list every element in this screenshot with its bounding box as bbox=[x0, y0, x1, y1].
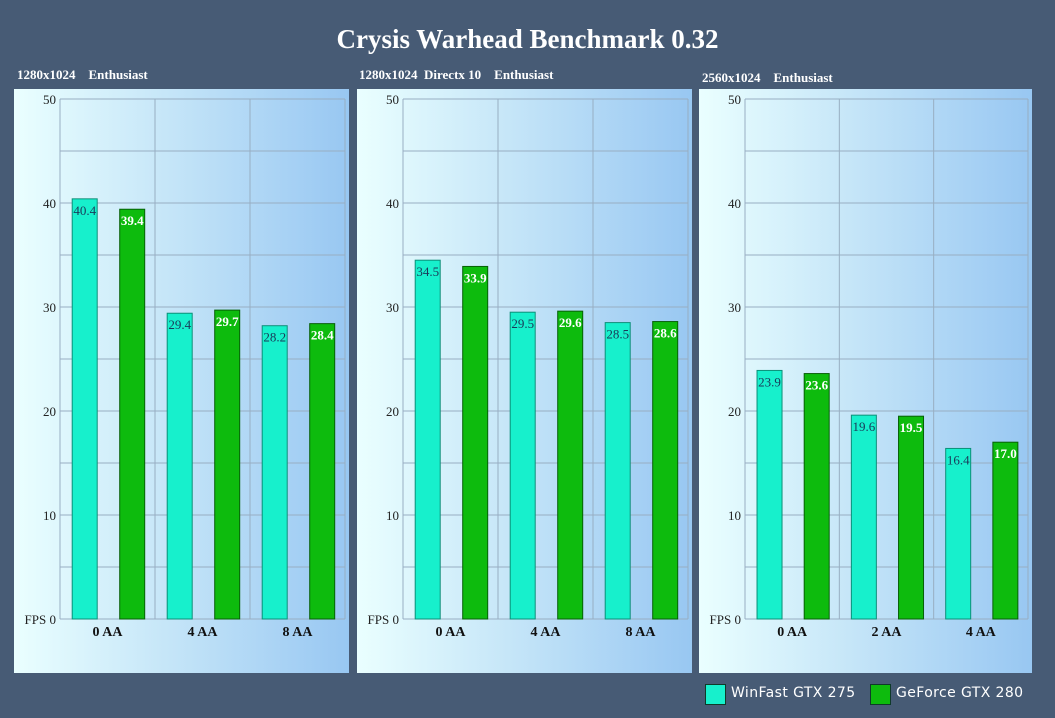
bar-geforce bbox=[309, 323, 336, 620]
x-tick-label: 0 AA bbox=[93, 625, 124, 640]
data-label-geforce: 19.5 bbox=[900, 420, 923, 435]
bar-winfast bbox=[166, 312, 193, 620]
panel-1-heading: 1280x1024 Enthusiast bbox=[17, 67, 148, 82]
data-label-winfast: 40.4 bbox=[73, 203, 96, 218]
data-label-geforce: 29.6 bbox=[559, 315, 582, 330]
legend-swatch-geforce bbox=[870, 684, 891, 705]
bar-geforce bbox=[898, 415, 925, 620]
bar-winfast bbox=[414, 259, 441, 620]
y-tick-label: 30 bbox=[43, 300, 56, 315]
y-tick-label: 10 bbox=[728, 508, 741, 523]
y-tick-label: FPS 0 bbox=[710, 612, 741, 627]
data-label-geforce: 33.9 bbox=[464, 270, 487, 285]
y-tick-label: 50 bbox=[43, 92, 56, 107]
x-tick-label: 0 AA bbox=[436, 625, 467, 640]
y-tick-label: 20 bbox=[386, 404, 399, 419]
bar-geforce bbox=[214, 309, 241, 620]
legend-label-winfast: WinFast GTX 275 bbox=[731, 685, 856, 701]
y-tick-label: 20 bbox=[728, 404, 741, 419]
bar-geforce bbox=[119, 208, 146, 620]
data-label-geforce: 28.6 bbox=[654, 326, 677, 341]
y-tick-label: 40 bbox=[386, 196, 399, 211]
x-tick-label: 8 AA bbox=[283, 625, 314, 640]
data-label-geforce: 17.0 bbox=[994, 446, 1017, 461]
data-label-geforce: 29.7 bbox=[216, 314, 239, 329]
y-tick-label: 40 bbox=[728, 196, 741, 211]
y-tick-label: FPS 0 bbox=[368, 612, 399, 627]
x-tick-label: 4 AA bbox=[966, 625, 997, 640]
data-label-winfast: 29.5 bbox=[511, 316, 534, 331]
x-tick-label: 8 AA bbox=[626, 625, 657, 640]
data-label-winfast: 16.4 bbox=[947, 452, 970, 467]
panel-2-heading: 1280x1024 Directx 10 Enthusiast bbox=[359, 67, 554, 82]
bar-geforce bbox=[803, 373, 830, 620]
chart-panel-1: FPS 0 10 20 30 40 50 40.4 39.4 0 AA 29.4 29.7 4 AA 2… bbox=[14, 89, 349, 673]
y-tick-label: 30 bbox=[386, 300, 399, 315]
data-label-winfast: 19.6 bbox=[852, 419, 875, 434]
chart-title: Crysis Warhead Benchmark 0.32 bbox=[336, 24, 719, 54]
bar-geforce bbox=[652, 321, 679, 620]
y-tick-label: 50 bbox=[728, 92, 741, 107]
y-tick-label: 10 bbox=[386, 508, 399, 523]
legend-swatch-winfast bbox=[705, 684, 726, 705]
bar-winfast bbox=[850, 414, 877, 620]
data-label-winfast: 23.9 bbox=[758, 374, 781, 389]
bar-geforce bbox=[557, 310, 584, 620]
y-tick-label: 50 bbox=[386, 92, 399, 107]
bar-winfast bbox=[756, 369, 783, 620]
data-label-geforce: 39.4 bbox=[121, 213, 144, 228]
bar-geforce bbox=[992, 441, 1019, 620]
x-tick-label: 2 AA bbox=[872, 625, 903, 640]
bar-winfast bbox=[604, 322, 631, 620]
data-label-winfast: 28.5 bbox=[606, 327, 629, 342]
y-tick-label: FPS 0 bbox=[25, 612, 56, 627]
bar-geforce bbox=[462, 265, 489, 620]
x-tick-label: 0 AA bbox=[777, 625, 808, 640]
y-tick-label: 30 bbox=[728, 300, 741, 315]
data-label-winfast: 29.4 bbox=[168, 317, 191, 332]
legend-label-geforce: GeForce GTX 280 bbox=[896, 685, 1024, 701]
y-tick-label: 10 bbox=[43, 508, 56, 523]
bar-winfast bbox=[945, 447, 972, 620]
bar-winfast bbox=[509, 311, 536, 620]
data-label-winfast: 34.5 bbox=[416, 264, 439, 279]
chart-panel-3: FPS 0 10 20 30 40 50 23.9 23.6 0 AA 19.6 19.5 2 AA 1… bbox=[699, 89, 1032, 673]
legend: WinFast GTX 275 GeForce GTX 280 bbox=[705, 684, 1050, 706]
x-tick-label: 4 AA bbox=[531, 625, 562, 640]
y-tick-label: 40 bbox=[43, 196, 56, 211]
x-tick-label: 4 AA bbox=[188, 625, 219, 640]
data-label-geforce: 28.4 bbox=[311, 328, 334, 343]
panel-3-heading: 2560x1024 Enthusiast bbox=[702, 70, 833, 85]
data-label-winfast: 28.2 bbox=[263, 330, 286, 345]
data-label-geforce: 23.6 bbox=[805, 378, 828, 393]
bar-winfast bbox=[71, 198, 98, 620]
chart-panel-2: FPS 0 10 20 30 40 50 34.5 33.9 0 AA 29.5 29.6 4 AA 2… bbox=[357, 89, 692, 673]
bar-winfast bbox=[261, 325, 288, 620]
y-tick-label: 20 bbox=[43, 404, 56, 419]
